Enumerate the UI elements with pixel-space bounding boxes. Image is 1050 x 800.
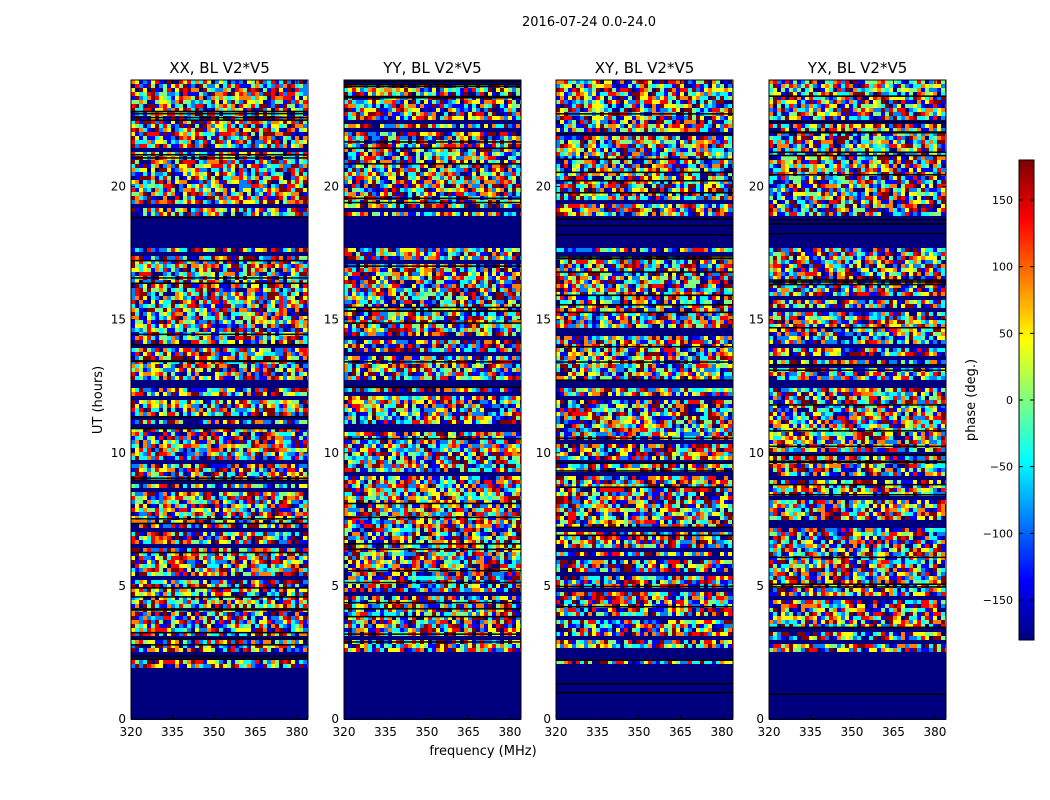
phase-image (769, 80, 946, 720)
y-tick-label: 10 (324, 446, 339, 460)
y-tick-label: 0 (118, 712, 126, 726)
x-tick-label: 320 (545, 725, 568, 739)
panel-title: XX, BL V2*V5 (169, 59, 270, 77)
colorbar-tick-label: 100 (992, 261, 1013, 274)
panel-title: YX, BL V2*V5 (807, 59, 908, 77)
x-tick-label: 380 (285, 725, 308, 739)
x-tick-label: 365 (669, 725, 692, 739)
y-tick-label: 0 (331, 712, 339, 726)
panel-frame (768, 79, 947, 720)
colorbar-tick-label: 0 (1006, 394, 1013, 407)
colorbar-tick-label: −150 (983, 594, 1013, 607)
figure-suptitle: 2016-07-24 0.0-24.0 (522, 15, 656, 30)
y-tick-label: 15 (536, 313, 551, 327)
phase-image (344, 80, 521, 720)
x-tick-label: 335 (374, 725, 397, 739)
panel-frame (130, 79, 309, 720)
y-tick-label: 5 (331, 579, 339, 593)
y-tick-label: 10 (536, 446, 551, 460)
colorbar: −150 −100 −50 0 50 100 150 phase (deg.) (964, 159, 1035, 641)
x-tick-label: 335 (161, 725, 184, 739)
x-tick-label: 380 (498, 725, 521, 739)
panel-2: XY, BL V2*V5 320 335 350 365 380 0 5 10 15 20 (536, 59, 734, 739)
y-tick-label: 5 (756, 579, 764, 593)
x-tick-label: 320 (333, 725, 356, 739)
phase-image (556, 80, 733, 720)
y-tick-label: 20 (536, 180, 551, 194)
x-tick-label: 335 (586, 725, 609, 739)
colorbar-tick-label: 50 (999, 327, 1013, 340)
x-axis-label: frequency (MHz) (429, 744, 536, 759)
y-tick-label: 20 (749, 180, 764, 194)
y-tick-label: 0 (543, 712, 551, 726)
x-tick-label: 380 (710, 725, 733, 739)
y-tick-label: 20 (111, 180, 126, 194)
x-tick-label: 350 (841, 725, 864, 739)
x-tick-label: 320 (758, 725, 781, 739)
panel-1: YY, BL V2*V5 320 335 350 365 380 0 5 10 15 20 (324, 59, 522, 739)
x-tick-label: 320 (120, 725, 143, 739)
x-tick-label: 380 (923, 725, 946, 739)
y-tick-label: 10 (111, 446, 126, 460)
colorbar-tick-label: −100 (983, 527, 1013, 540)
y-tick-label: 15 (324, 313, 339, 327)
y-tick-label: 10 (749, 446, 764, 460)
x-tick-label: 365 (457, 725, 480, 739)
panel-frame (343, 79, 522, 720)
y-tick-label: 5 (543, 579, 551, 593)
x-tick-label: 365 (244, 725, 267, 739)
x-tick-label: 365 (882, 725, 905, 739)
y-axis-label: UT (hours) (91, 366, 106, 434)
y-tick-label: 15 (111, 313, 126, 327)
panel-3: YX, BL V2*V5 320 335 350 365 380 0 5 10 15 20 (749, 59, 947, 739)
x-tick-label: 350 (416, 725, 439, 739)
phase-image (131, 80, 308, 720)
colorbar-tick-label: 150 (992, 194, 1013, 207)
x-tick-label: 350 (628, 725, 651, 739)
panel-title: XY, BL V2*V5 (595, 59, 695, 77)
y-tick-label: 0 (756, 712, 764, 726)
panel-0: XX, BL V2*V5 320 335 350 365 380 0 5 10 15 20 (111, 59, 309, 739)
y-tick-label: 20 (324, 180, 339, 194)
y-tick-label: 15 (749, 313, 764, 327)
x-tick-label: 335 (799, 725, 822, 739)
panel-title: YY, BL V2*V5 (382, 59, 481, 77)
y-tick-label: 5 (118, 579, 126, 593)
x-tick-label: 350 (203, 725, 226, 739)
panel-frame (555, 79, 734, 720)
colorbar-tick-label: −50 (990, 461, 1013, 474)
colorbar-label: phase (deg.) (964, 359, 979, 441)
